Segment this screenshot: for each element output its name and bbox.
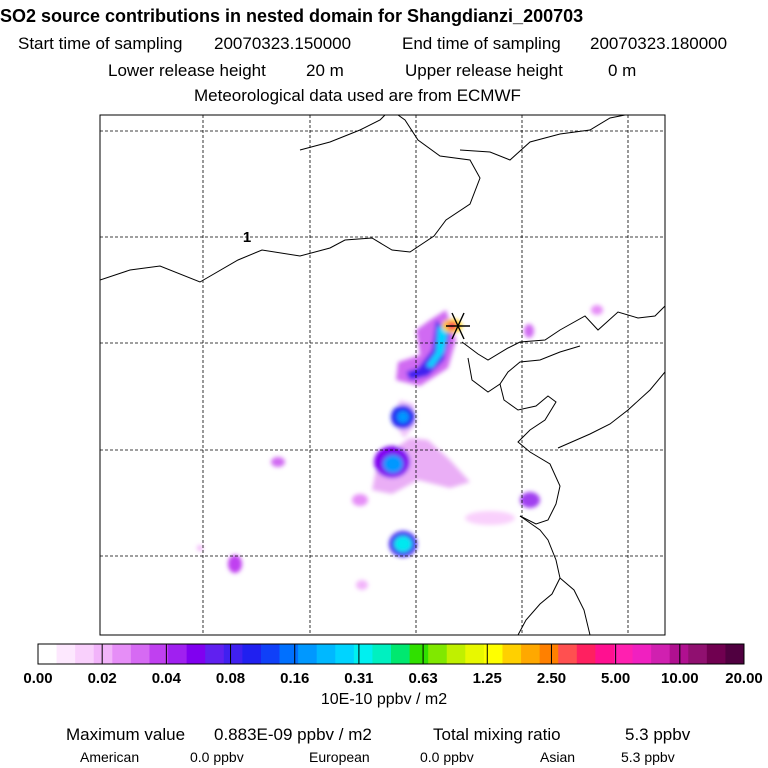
- colorbar-tick-label: 0.08: [215, 670, 246, 687]
- max-value: 0.883E-09 ppbv / m2: [214, 725, 372, 744]
- colorbar-swatch: [316, 644, 336, 664]
- lower-release-value: 20 m: [306, 61, 344, 80]
- colorbar-tick-label: 0.04: [151, 670, 181, 687]
- colorbar-swatch: [483, 644, 503, 664]
- colorbar-swatch: [112, 644, 132, 664]
- colorbar-tick-label: 0.63: [408, 670, 438, 687]
- colorbar-swatch: [130, 644, 150, 664]
- colorbar-swatch: [409, 644, 429, 664]
- lower-release-label: Lower release height: [108, 61, 266, 80]
- colorbar-swatch: [521, 644, 541, 664]
- max-value-label: Maximum value: [66, 725, 186, 744]
- colorbar-swatch: [186, 644, 206, 664]
- colorbar-swatch: [725, 644, 745, 664]
- colorbar-swatch: [223, 644, 243, 664]
- colorbar-swatch: [688, 644, 708, 664]
- colorbar-swatch: [38, 644, 57, 664]
- colorbar-swatch: [242, 644, 262, 664]
- start-time-label: Start time of sampling: [18, 34, 183, 53]
- colorbar-swatch: [706, 644, 726, 664]
- colorbar-tick-label: 20.00: [725, 670, 763, 687]
- end-time-label: End time of sampling: [402, 34, 561, 53]
- total-mixing-value: 5.3 ppbv: [625, 725, 691, 744]
- concentration-field: [197, 305, 603, 590]
- upper-release-label: Upper release height: [405, 61, 563, 80]
- colorbar: [37, 643, 745, 665]
- colorbar-tick-label: 1.25: [472, 670, 502, 687]
- colorbar-tick-label: 0.16: [280, 670, 310, 687]
- colorbar-swatch: [391, 644, 410, 664]
- lat-lon-grid: [100, 115, 665, 635]
- colorbar-swatch: [93, 644, 113, 664]
- colorbar-swatch: [56, 644, 76, 664]
- colorbar-swatch: [279, 644, 299, 664]
- colorbar-tick-label: 0.31: [344, 670, 374, 687]
- map-frame: [99, 114, 666, 636]
- colorbar-tick-label: 0.00: [23, 670, 53, 687]
- met-data-line: Meteorological data used are from ECMWF: [194, 86, 521, 105]
- colorbar-swatch: [539, 644, 559, 664]
- colorbar-swatch: [446, 644, 466, 664]
- colorbar-swatch: [576, 644, 596, 664]
- station-marker-icon: [446, 312, 470, 340]
- colorbar-tick-label: 2.50: [536, 670, 567, 687]
- colorbar-tick-label: 0.02: [87, 670, 117, 687]
- map-marker-label: 1: [243, 229, 251, 246]
- colorbar-swatch: [353, 644, 373, 664]
- asian-value: 5.3 ppbv: [621, 749, 675, 765]
- colorbar-swatch: [168, 644, 188, 664]
- end-time-value: 20070323.180000: [590, 34, 728, 53]
- colorbar-swatch: [298, 644, 318, 664]
- colorbar-swatch: [595, 644, 615, 664]
- colorbar-swatch: [632, 644, 652, 664]
- colorbar-swatch: [669, 644, 689, 664]
- colorbar-swatch: [75, 644, 95, 664]
- colorbar-swatch: [149, 644, 169, 664]
- colorbar-swatch: [428, 644, 448, 664]
- colorbar-swatch: [260, 644, 280, 664]
- colorbar-swatch: [651, 644, 671, 664]
- asian-label: Asian: [540, 749, 576, 765]
- start-time-value: 20070323.150000: [214, 34, 352, 53]
- colorbar-swatch: [372, 644, 392, 664]
- american-label: American: [80, 749, 140, 765]
- colorbar-swatch: [502, 644, 522, 664]
- colorbar-tick-label: 5.00: [601, 670, 631, 687]
- european-value: 0.0 ppbv: [420, 749, 474, 765]
- upper-release-value: 0 m: [608, 61, 637, 80]
- american-value: 0.0 ppbv: [190, 749, 244, 765]
- coastline: [100, 115, 665, 635]
- total-mixing-label: Total mixing ratio: [433, 725, 561, 744]
- colorbar-swatch: [613, 644, 633, 664]
- colorbar-swatch: [205, 644, 225, 664]
- colorbar-tick-label: 10.00: [661, 670, 699, 687]
- european-label: European: [309, 749, 370, 765]
- colorbar-swatch: [558, 644, 578, 664]
- colorbar-frame: [37, 643, 745, 665]
- colorbar-swatch: [465, 644, 485, 664]
- colorbar-swatch: [335, 644, 355, 664]
- plot-title: SO2 source contributions in nested domai…: [0, 6, 584, 26]
- colorbar-unit: 10E-10 ppbv / m2: [320, 691, 448, 708]
